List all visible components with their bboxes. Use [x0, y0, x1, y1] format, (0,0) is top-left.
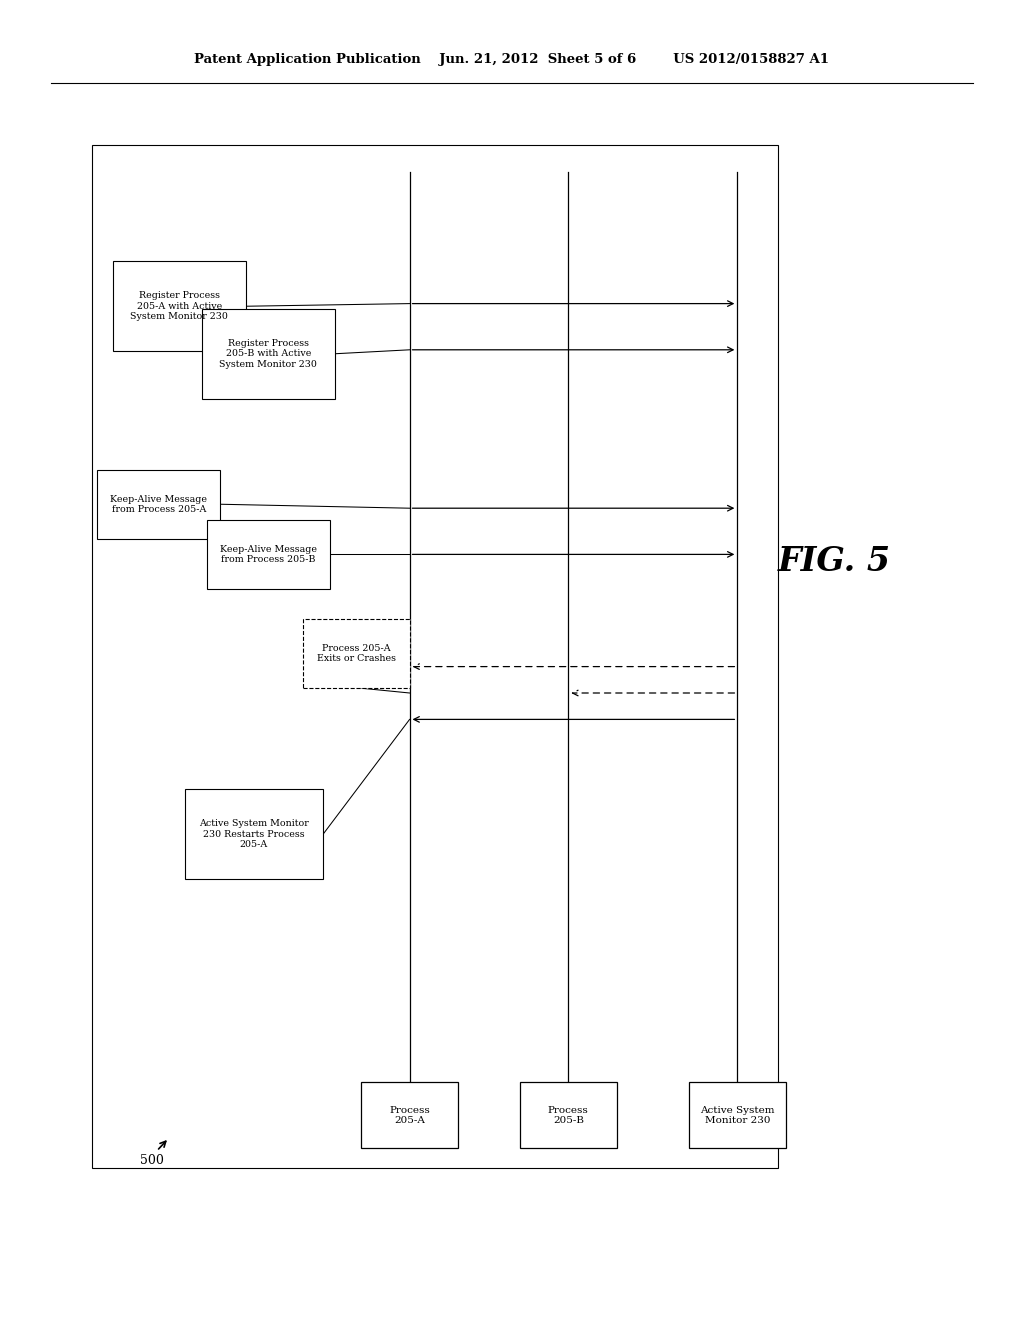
Text: Active System Monitor
230 Restarts Process
205-A: Active System Monitor 230 Restarts Proce… — [199, 820, 309, 849]
Bar — [361, 1082, 459, 1148]
Bar — [92, 145, 778, 1168]
Bar — [303, 619, 410, 688]
Bar — [207, 520, 330, 589]
Text: Keep-Alive Message
from Process 205-B: Keep-Alive Message from Process 205-B — [220, 545, 316, 564]
Bar — [184, 789, 324, 879]
Text: Register Process
205-A with Active
System Monitor 230: Register Process 205-A with Active Syste… — [130, 292, 228, 321]
Text: Process 205-A
Exits or Crashes: Process 205-A Exits or Crashes — [316, 644, 396, 663]
Bar — [520, 1082, 616, 1148]
Text: 500: 500 — [139, 1154, 164, 1167]
Bar — [97, 470, 220, 539]
Text: Keep-Alive Message
from Process 205-A: Keep-Alive Message from Process 205-A — [111, 495, 207, 513]
Text: Patent Application Publication    Jun. 21, 2012  Sheet 5 of 6        US 2012/015: Patent Application Publication Jun. 21, … — [195, 53, 829, 66]
Text: Register Process
205-B with Active
System Monitor 230: Register Process 205-B with Active Syste… — [219, 339, 317, 368]
Text: Active System
Monitor 230: Active System Monitor 230 — [700, 1106, 774, 1125]
Text: Process
205-A: Process 205-A — [389, 1106, 430, 1125]
Bar — [688, 1082, 786, 1148]
Text: FIG. 5: FIG. 5 — [778, 545, 891, 578]
Bar — [113, 261, 246, 351]
Bar — [202, 309, 335, 399]
Text: Process
205-B: Process 205-B — [548, 1106, 589, 1125]
